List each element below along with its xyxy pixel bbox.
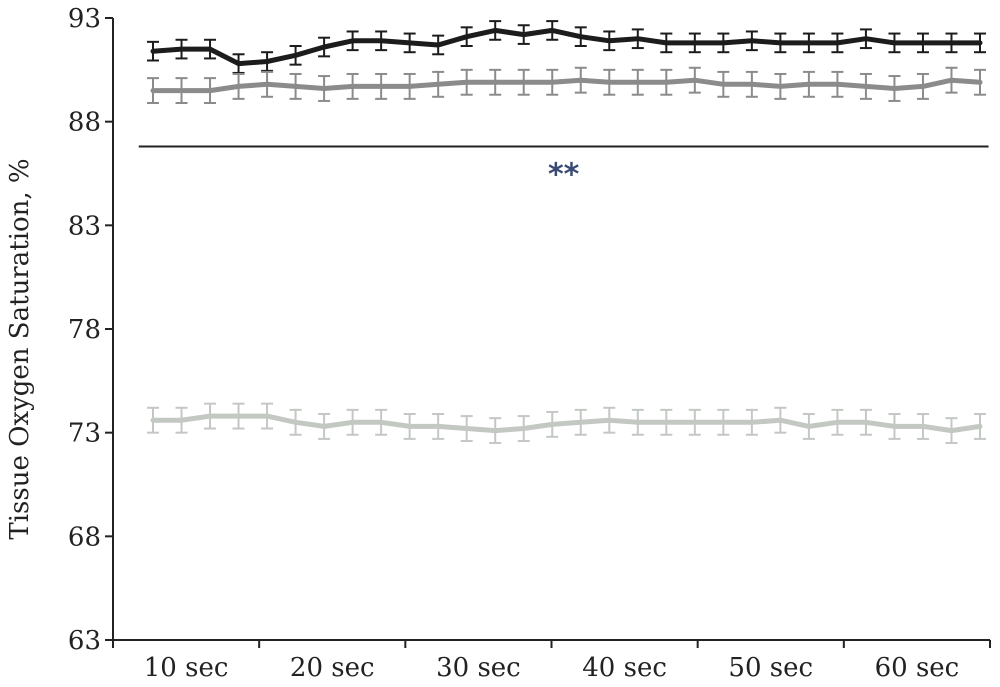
significance-annotation: **: [138, 145, 989, 193]
significance-label: **: [548, 158, 580, 193]
x-tick-label: 40 sec: [582, 653, 667, 683]
y-tick-label: 73: [68, 419, 101, 449]
x-tick-label: 50 sec: [728, 653, 813, 683]
series-line: [150, 77, 983, 94]
x-tick-label: 10 sec: [144, 653, 229, 683]
y-tick-label: 78: [68, 315, 101, 345]
series-line: [150, 413, 983, 434]
series-2: [147, 66, 986, 105]
x-tick-label: 20 sec: [290, 653, 375, 683]
series-layer: [147, 20, 986, 445]
y-tick-label: 63: [68, 626, 101, 656]
x-tick-label: 60 sec: [875, 653, 960, 683]
y-axis-title: Tissue Oxygen Saturation, %: [5, 158, 35, 539]
series-1: [147, 20, 986, 74]
y-tick-label: 88: [68, 108, 101, 138]
y-tick-label: 83: [68, 211, 101, 241]
series-line: [150, 27, 983, 67]
x-tick-label: 30 sec: [436, 653, 521, 683]
series-3: [147, 402, 986, 445]
y-tick-label: 93: [68, 4, 101, 34]
y-tick-label: 68: [68, 522, 101, 552]
axes: 63 68 73 78 83 88 93 10 sec 20 sec 30 sec 40 sec 50…: [68, 4, 991, 683]
